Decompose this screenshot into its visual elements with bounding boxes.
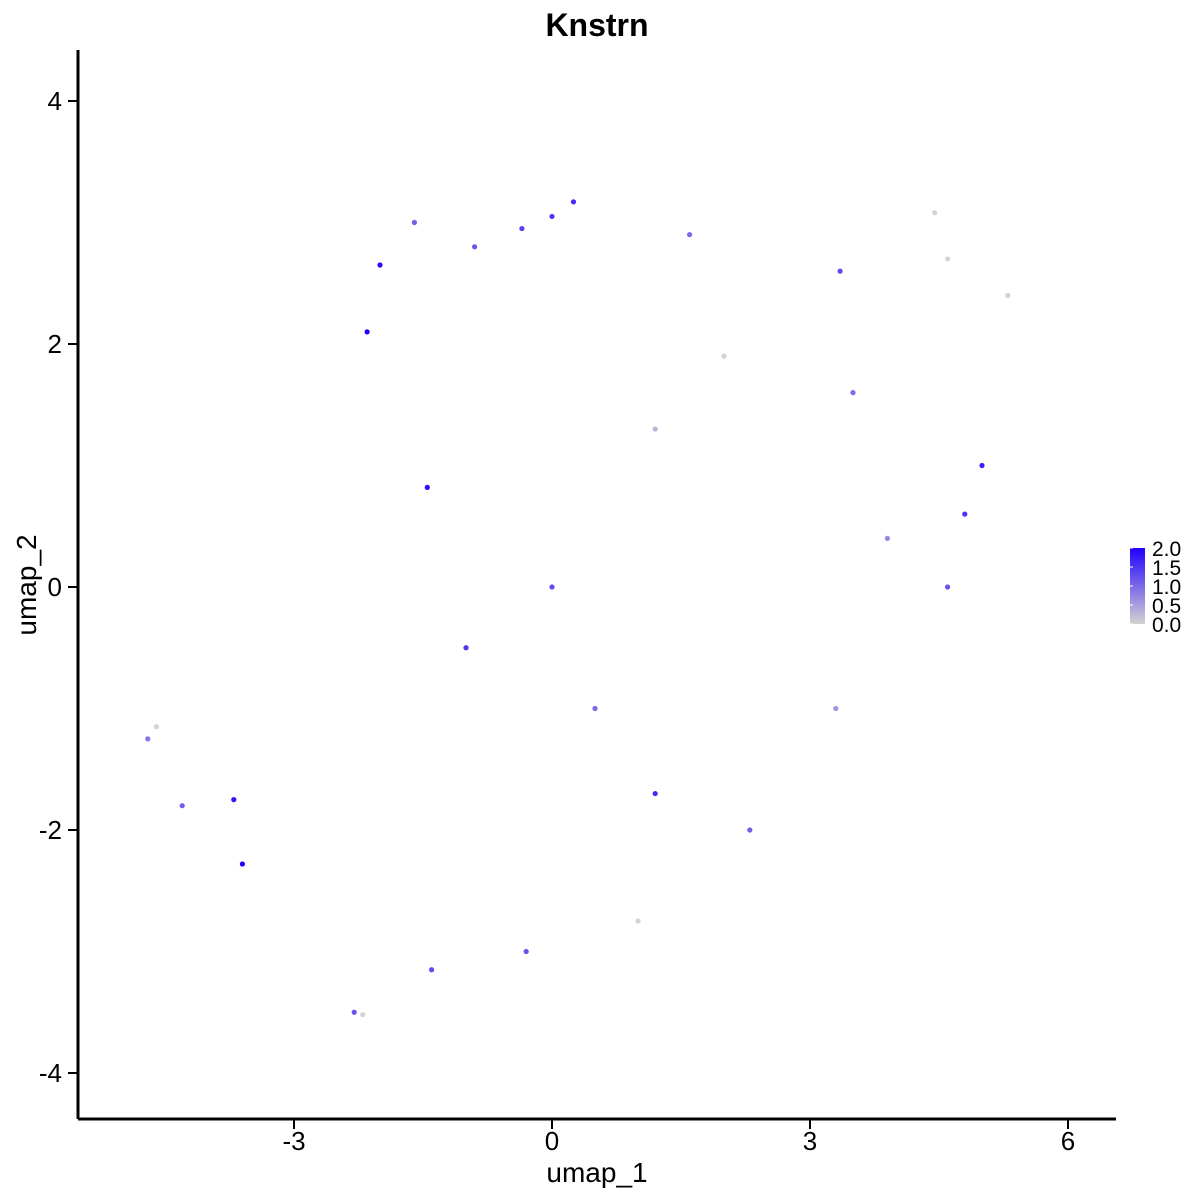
legend-label: 0.5 <box>1152 595 1181 618</box>
data-point <box>721 353 727 359</box>
x-tick-label: -3 <box>282 1126 305 1156</box>
data-point <box>231 797 237 803</box>
data-point <box>153 724 159 730</box>
data-point <box>351 1009 357 1015</box>
chart-title: Knstrn <box>545 7 648 43</box>
data-point <box>472 244 478 250</box>
legend-label: 1.0 <box>1152 576 1181 599</box>
data-point <box>549 213 555 220</box>
data-point <box>549 584 555 590</box>
data-point <box>592 705 598 712</box>
data-point <box>850 390 856 396</box>
y-tick-label: 4 <box>48 86 62 116</box>
data-point <box>145 736 151 742</box>
data-point <box>360 1012 366 1018</box>
color-legend: 0.00.51.01.52.0 <box>1130 538 1181 637</box>
data-point <box>979 462 985 469</box>
x-tick-label: 0 <box>545 1126 559 1156</box>
axes <box>76 50 1116 1121</box>
x-tick-label: 6 <box>1061 1126 1075 1156</box>
x-axis-title: umap_1 <box>546 1157 647 1188</box>
data-point <box>463 645 469 651</box>
legend-labels: 0.00.51.01.52.0 <box>1130 538 1181 637</box>
y-axis-title: umap_2 <box>11 534 42 635</box>
legend-label: 0.0 <box>1152 614 1181 637</box>
data-point <box>962 511 968 517</box>
data-point <box>1005 292 1011 298</box>
data-point <box>884 535 891 542</box>
data-point <box>411 219 417 226</box>
y-tick-label: 0 <box>48 572 62 602</box>
data-point <box>570 199 577 205</box>
y-ticks: -4 -2 0 2 4 <box>39 86 78 1088</box>
legend-label: 2.0 <box>1152 538 1181 561</box>
data-point <box>932 210 938 216</box>
data-point <box>652 426 658 432</box>
data-point <box>364 329 370 335</box>
data-point <box>239 861 245 867</box>
data-point <box>945 584 951 590</box>
data-point <box>519 225 525 232</box>
data-point <box>635 918 641 924</box>
data-point <box>652 790 658 797</box>
data-point <box>429 967 435 973</box>
data-point <box>833 705 839 712</box>
points-layer <box>145 199 1011 1018</box>
data-point <box>747 827 753 833</box>
data-point <box>377 262 383 268</box>
y-tick-label: 2 <box>48 329 62 359</box>
legend-label: 1.5 <box>1152 557 1181 580</box>
x-tick-label: 3 <box>803 1126 817 1156</box>
data-point <box>523 948 529 955</box>
data-point <box>179 803 185 809</box>
y-tick-label: -2 <box>39 815 62 845</box>
data-point <box>687 232 693 238</box>
data-point <box>945 256 951 262</box>
data-point <box>424 484 430 490</box>
x-ticks: -3 0 3 6 <box>282 1119 1075 1156</box>
y-tick-label: -4 <box>39 1058 62 1088</box>
data-point <box>837 268 843 274</box>
legend-colorbar <box>1130 548 1145 624</box>
